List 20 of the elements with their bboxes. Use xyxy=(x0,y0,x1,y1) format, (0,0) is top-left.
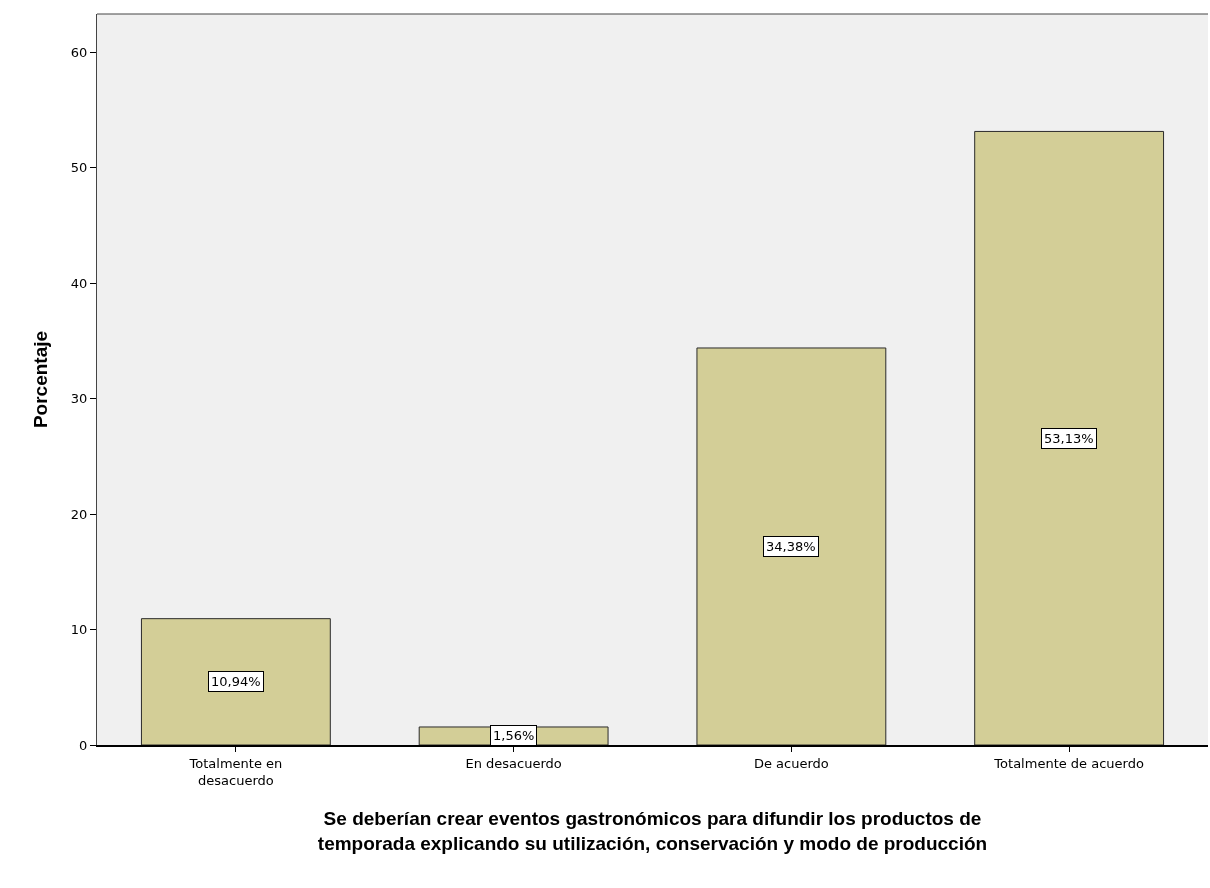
bar xyxy=(696,347,887,745)
y-tick-label: 30 xyxy=(70,391,88,407)
y-tick-label: 50 xyxy=(70,160,88,176)
bar xyxy=(974,130,1165,745)
data-label: 34,38% xyxy=(766,539,816,554)
y-tick-label: 10 xyxy=(70,622,88,638)
y-tick-label: 60 xyxy=(70,44,88,60)
data-label: 1,56% xyxy=(493,728,535,743)
x-tick-label: Totalmente en desacuerdo xyxy=(188,755,283,788)
y-axis-title: Porcentaje xyxy=(29,330,51,429)
x-tick-label: En desacuerdo xyxy=(465,755,562,771)
x-axis-title: Se deberían crear eventos gastronómicos para difundir los productos de temporada explicando su utilización, conservación y modo de producción xyxy=(317,807,988,854)
x-tick-label: Totalmente de acuerdo xyxy=(993,755,1144,771)
y-tick-label: 0 xyxy=(79,737,88,753)
data-label: 53,13% xyxy=(1044,431,1094,446)
x-tick-label: De acuerdo xyxy=(753,755,829,771)
y-tick-label: 40 xyxy=(70,275,88,291)
data-label: 10,94% xyxy=(211,674,261,689)
y-tick-label: 20 xyxy=(70,506,88,522)
bar xyxy=(140,618,331,745)
